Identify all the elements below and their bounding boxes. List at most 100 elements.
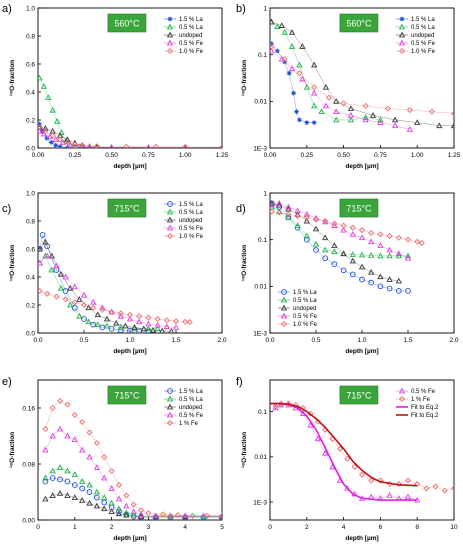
- data-point: [123, 502, 130, 509]
- data-point: [333, 116, 340, 123]
- data-point: [349, 251, 356, 257]
- x-tick-label: 0.0: [265, 337, 274, 344]
- data-point: [386, 246, 393, 253]
- data-point: [65, 145, 70, 148]
- y-tick-label: 0.0: [26, 145, 35, 152]
- series-line: [271, 203, 408, 292]
- data-point: [93, 488, 101, 495]
- x-tick-label: 5: [220, 524, 224, 531]
- legend-swatch: [398, 39, 406, 46]
- legend-swatch: [280, 320, 288, 328]
- data-point: [38, 127, 43, 134]
- data-point: [90, 321, 97, 328]
- legend-swatch: [166, 232, 174, 240]
- data-point: [386, 276, 393, 282]
- data-point: [78, 497, 86, 503]
- x-tick-label: 1.00: [179, 152, 192, 159]
- x-tick-label: 6: [379, 524, 383, 531]
- legend-label: 0.5 % Fe: [179, 41, 204, 47]
- y-tick-label: 0.01: [254, 284, 267, 291]
- panel-d: d) 0.0 0.5 1.0 1.5 2.0 1E-3 0.01 0.1 1 depth [µm] ¹…: [236, 190, 459, 355]
- legend: 1.5 % La 0.5 % La undoped 0.5 % Fe 1.0 % Fe: [396, 16, 436, 55]
- legend-entry: 1 % Fe: [396, 395, 431, 403]
- plot-area: [270, 18, 454, 132]
- data-point: [218, 144, 222, 148]
- data-point: [450, 485, 454, 492]
- series-1-5-la: [38, 232, 152, 333]
- legend: 1.5 % La 0.5 % La undoped 0.5 % Fe 1.0 % Fe: [164, 201, 204, 240]
- data-point: [76, 296, 83, 302]
- data-point: [331, 261, 338, 267]
- x-tick-label: 4: [183, 524, 187, 531]
- data-point: [123, 511, 130, 518]
- legend-label: 1.5 % La: [293, 290, 317, 296]
- legend-label: undoped: [179, 218, 202, 224]
- plot-frame: [269, 7, 455, 149]
- data-point: [86, 489, 93, 495]
- data-point: [108, 308, 115, 316]
- data-point: [49, 467, 56, 474]
- series-line: [39, 255, 177, 328]
- x-tick-label: 8: [415, 524, 419, 531]
- data-point: [368, 279, 375, 286]
- legend-swatch: [398, 47, 406, 55]
- data-point: [297, 117, 302, 123]
- y-axis-label: ¹⁸O-fraction: [9, 432, 16, 468]
- data-point: [274, 23, 281, 29]
- data-point: [93, 143, 100, 148]
- data-point: [71, 299, 78, 306]
- data-point: [304, 120, 310, 126]
- data-point: [116, 508, 122, 515]
- data-point: [391, 116, 399, 123]
- badge-background: [339, 385, 379, 405]
- series-1-0-fe: [38, 123, 222, 148]
- legend-entry: 0.5 % La: [164, 208, 203, 216]
- y-tick-label: 1E-3: [253, 499, 267, 506]
- legend-swatch: [167, 201, 173, 207]
- y-tick-label: 1.0: [26, 190, 35, 197]
- series-line: [271, 43, 315, 123]
- data-point: [359, 276, 365, 283]
- y-axis-label: ¹⁸O-fraction: [9, 60, 16, 96]
- data-point: [362, 114, 369, 120]
- data-point: [183, 144, 188, 148]
- data-point: [56, 464, 64, 470]
- badge-text: 715°C: [346, 204, 372, 214]
- series-line: [39, 234, 149, 332]
- x-axis-label: depth [µm]: [113, 348, 146, 355]
- data-point: [38, 74, 43, 81]
- data-point: [145, 509, 152, 517]
- panel-label: a): [2, 3, 12, 15]
- data-point: [138, 507, 145, 514]
- x-tick-label: 0.25: [68, 152, 81, 159]
- series-1-5-la: [270, 41, 317, 126]
- series-undoped: [270, 200, 402, 284]
- data-point: [404, 254, 412, 261]
- data-point: [152, 512, 159, 519]
- data-point: [38, 245, 44, 252]
- data-point: [44, 135, 50, 141]
- legend-label: 0.5 % La: [293, 298, 317, 304]
- legend-entry: 0.5 % Fe: [396, 387, 436, 395]
- data-point: [276, 209, 283, 216]
- data-point: [296, 70, 303, 77]
- data-point: [79, 485, 86, 492]
- data-point: [377, 252, 384, 259]
- data-point: [49, 404, 56, 412]
- legend-entry: 1.5 % La: [164, 16, 203, 23]
- legend-label: 1 % Fe: [411, 397, 431, 403]
- legend: 1.5 % La 0.5 % La undoped 0.5 % Fe 1 % Fe: [164, 388, 204, 427]
- data-point: [285, 214, 292, 220]
- data-point: [358, 234, 366, 241]
- data-point: [418, 239, 425, 246]
- data-point: [67, 141, 74, 148]
- data-point: [351, 463, 358, 470]
- data-point: [48, 252, 55, 259]
- data-point: [115, 510, 123, 517]
- data-point: [270, 208, 275, 215]
- data-point: [81, 316, 87, 322]
- series-0-5-fe: [38, 127, 188, 148]
- data-point: [101, 453, 108, 461]
- legend-swatch: [167, 16, 173, 22]
- data-point: [347, 105, 355, 111]
